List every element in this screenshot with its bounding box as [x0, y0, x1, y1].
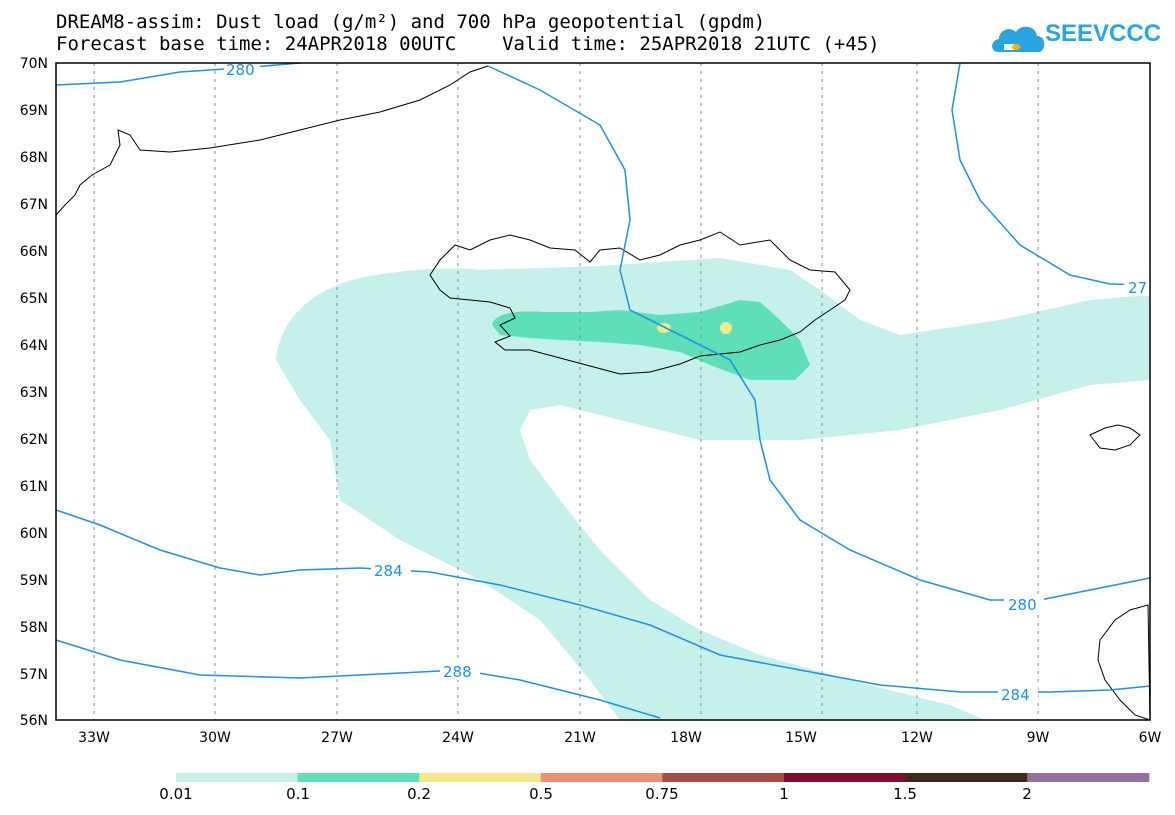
lat-label: 57N	[20, 667, 48, 683]
colorbar-label: 0.01	[159, 785, 193, 803]
lat-label: 61N	[20, 479, 48, 495]
scotland-coast	[1097, 604, 1151, 721]
contour-label: 27	[1128, 279, 1147, 297]
greenland-coast	[55, 65, 489, 216]
colorbar	[176, 773, 1150, 782]
faroe-coast	[1089, 424, 1141, 451]
dust-area-0.01	[276, 258, 1150, 720]
map-frame	[55, 62, 1151, 721]
contour-label: 284	[1001, 686, 1030, 704]
colorbar-label: 2	[1022, 785, 1032, 803]
contour-280-top	[55, 62, 301, 86]
lon-label: 24W	[442, 730, 474, 746]
lat-label: 65N	[20, 291, 48, 307]
lat-label: 59N	[20, 573, 48, 589]
contour-27-right	[951, 62, 1151, 286]
lon-label: 15W	[785, 730, 817, 746]
lat-label: 63N	[20, 385, 48, 401]
map-title-line1: DREAM8-assim: Dust load (g/m²) and 700 h…	[56, 11, 766, 33]
colorbar-swatch	[905, 773, 1028, 782]
lon-label: 30W	[199, 730, 231, 746]
contour-label: 288	[443, 663, 472, 681]
contour-284	[55, 509, 1151, 693]
colorbar-label: 0.2	[407, 785, 431, 803]
dust-shading	[276, 258, 1150, 720]
colorbar-swatch	[297, 773, 420, 782]
lon-label: 33W	[78, 730, 110, 746]
colorbar-swatch	[419, 773, 542, 782]
contour-label: 280	[226, 61, 255, 79]
colorbar-swatch	[662, 773, 785, 782]
contour-label: 280	[1008, 596, 1037, 614]
lon-label: 27W	[321, 730, 353, 746]
lat-label: 70N	[20, 56, 48, 72]
grid-lines	[93, 63, 1039, 720]
lat-label: 60N	[20, 526, 48, 542]
lat-label: 64N	[20, 338, 48, 354]
colorbar-label: 0.5	[529, 785, 553, 803]
lat-label: 68N	[20, 150, 48, 166]
cloud-logo-icon	[992, 26, 1045, 52]
lat-axis: 70N 69N 68N 67N 66N 65N 64N 63N 62N 61N …	[20, 56, 48, 729]
iceland-coast	[429, 231, 851, 375]
colorbar-label: 1.5	[893, 785, 917, 803]
coastlines	[55, 65, 1151, 721]
lat-label: 58N	[20, 620, 48, 636]
lat-label: 66N	[20, 244, 48, 260]
lon-label: 21W	[564, 730, 596, 746]
lat-label: 69N	[20, 103, 48, 119]
lon-label: 12W	[901, 730, 933, 746]
lon-label: 18W	[670, 730, 702, 746]
dust-area-0.2-b	[720, 322, 732, 334]
contour-280-main	[487, 65, 1151, 601]
lat-label: 56N	[20, 713, 48, 729]
lat-label: 67N	[20, 197, 48, 213]
colorbar-swatch	[784, 773, 907, 782]
lat-label: 62N	[20, 432, 48, 448]
map-title-line2: Forecast base time: 24APR2018 00UTC Vali…	[56, 33, 880, 55]
contour-288	[55, 639, 661, 719]
geopotential-contours	[55, 62, 1151, 719]
lon-label: 6W	[1139, 730, 1162, 746]
lon-axis: 33W 30W 27W 24W 21W 18W 15W 12W 9W 6W	[78, 730, 1161, 746]
colorbar-swatch	[540, 773, 663, 782]
logo-text: SEEVCCC	[1045, 20, 1162, 47]
colorbar-swatch	[176, 773, 299, 782]
lon-label: 9W	[1027, 730, 1050, 746]
colorbar-label: 0.75	[645, 785, 679, 803]
colorbar-label: 1	[779, 785, 789, 803]
contour-labels: 280 27 280 284 288 284	[224, 60, 1154, 704]
colorbar-label: 0.1	[286, 785, 310, 803]
contour-label: 284	[374, 562, 403, 580]
colorbar-swatch	[1027, 773, 1150, 782]
